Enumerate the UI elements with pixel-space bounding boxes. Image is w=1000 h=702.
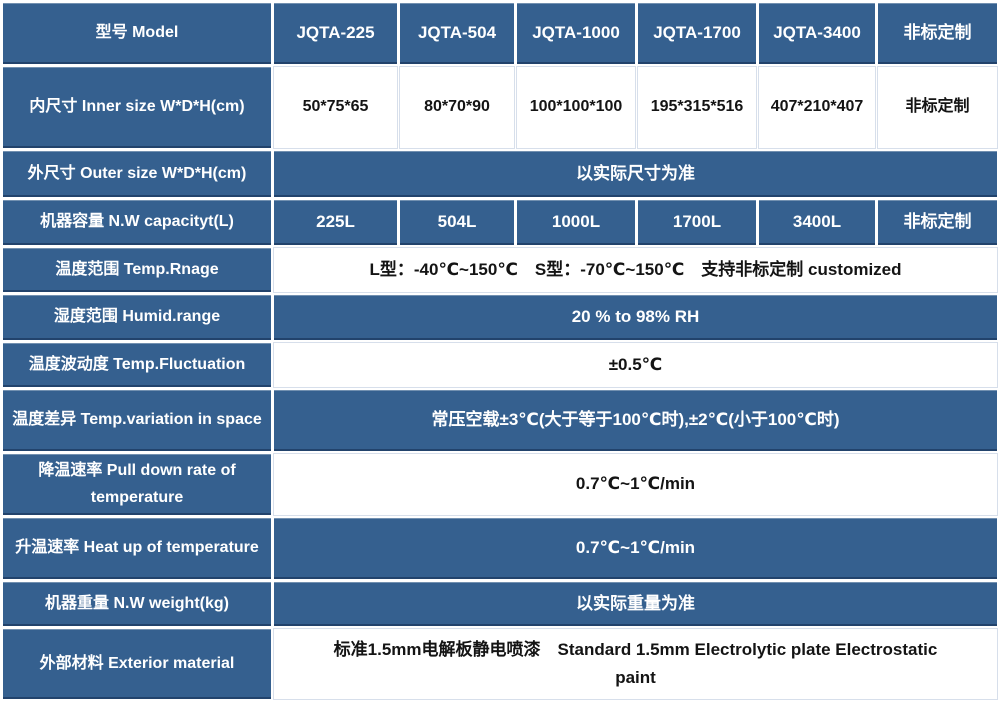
row-weight: 机器重量 N.W weight(kg) 以实际重量为准: [3, 582, 997, 626]
inner-size-value: 非标定制: [878, 67, 997, 148]
column-header-jqta-1000: JQTA-1000: [517, 3, 635, 64]
temp-variation-value: 常压空载±3℃(大于等于100℃时),±2℃(小于100℃时): [274, 390, 997, 451]
row-label-humid-range: 湿度范围 Humid.range: [3, 295, 271, 340]
inner-size-value: 100*100*100: [517, 67, 635, 148]
row-temp-fluctuation: 温度波动度 Temp.Fluctuation ±0.5℃: [3, 343, 997, 387]
row-label-exterior-material: 外部材料 Exterior material: [3, 629, 271, 699]
column-header-jqta-504: JQTA-504: [400, 3, 514, 64]
column-header-jqta-1700: JQTA-1700: [638, 3, 756, 64]
temp-range-value: L型：-40℃~150℃ S型：-70℃~150℃ 支持非标定制 customi…: [274, 248, 997, 292]
row-label-weight: 机器重量 N.W weight(kg): [3, 582, 271, 626]
exterior-material-line2: paint: [615, 668, 656, 687]
exterior-material-line1: 标准1.5mm电解板静电喷漆 Standard 1.5mm Electrolyt…: [333, 639, 938, 659]
row-capacity: 机器容量 N.W capacityt(L) 225L 504L 1000L 17…: [3, 200, 997, 245]
row-label-temp-variation: 温度差异 Temp.variation in space: [3, 390, 271, 451]
row-label-inner-size: 内尺寸 Inner size W*D*H(cm): [3, 67, 271, 148]
heat-up-rate-value: 0.7℃~1℃/min: [274, 518, 997, 579]
row-pull-down-rate: 降温速率 Pull down rate of temperature 0.7℃~…: [3, 454, 997, 515]
capacity-value: 1700L: [638, 200, 756, 245]
column-header-jqta-225: JQTA-225: [274, 3, 397, 64]
column-header-jqta-3400: JQTA-3400: [759, 3, 875, 64]
row-label-outer-size: 外尺寸 Outer size W*D*H(cm): [3, 151, 271, 197]
exterior-material-value: 标准1.5mm电解板静电喷漆 Standard 1.5mm Electrolyt…: [274, 629, 997, 699]
row-header-model: 型号 Model: [3, 3, 271, 64]
capacity-value: 1000L: [517, 200, 635, 245]
capacity-value: 225L: [274, 200, 397, 245]
row-label-pull-down-rate: 降温速率 Pull down rate of temperature: [3, 454, 271, 515]
inner-size-value: 407*210*407: [759, 67, 875, 148]
outer-size-value: 以实际尺寸为准: [274, 151, 997, 197]
row-temp-variation: 温度差异 Temp.variation in space 常压空载±3℃(大于等…: [3, 390, 997, 451]
humid-range-value: 20 % to 98% RH: [274, 295, 997, 340]
header-row: 型号 Model JQTA-225 JQTA-504 JQTA-1000 JQT…: [3, 3, 997, 64]
row-outer-size: 外尺寸 Outer size W*D*H(cm) 以实际尺寸为准: [3, 151, 997, 197]
row-label-heat-up-rate: 升温速率 Heat up of temperature: [3, 518, 271, 579]
capacity-value: 504L: [400, 200, 514, 245]
row-label-temp-fluctuation: 温度波动度 Temp.Fluctuation: [3, 343, 271, 387]
inner-size-value: 195*315*516: [638, 67, 756, 148]
row-inner-size: 内尺寸 Inner size W*D*H(cm) 50*75*65 80*70*…: [3, 67, 997, 148]
row-humid-range: 湿度范围 Humid.range 20 % to 98% RH: [3, 295, 997, 340]
row-exterior-material: 外部材料 Exterior material 标准1.5mm电解板静电喷漆 St…: [3, 629, 997, 699]
capacity-value: 3400L: [759, 200, 875, 245]
row-temp-range: 温度范围 Temp.Rnage L型：-40℃~150℃ S型：-70℃~150…: [3, 248, 997, 292]
temp-fluctuation-value: ±0.5℃: [274, 343, 997, 387]
row-label-capacity: 机器容量 N.W capacityt(L): [3, 200, 271, 245]
column-header-custom: 非标定制: [878, 3, 997, 64]
inner-size-value: 80*70*90: [400, 67, 514, 148]
pull-down-rate-value: 0.7℃~1℃/min: [274, 454, 997, 515]
row-label-temp-range: 温度范围 Temp.Rnage: [3, 248, 271, 292]
weight-value: 以实际重量为准: [274, 582, 997, 626]
row-heat-up-rate: 升温速率 Heat up of temperature 0.7℃~1℃/min: [3, 518, 997, 579]
inner-size-value: 50*75*65: [274, 67, 397, 148]
capacity-value: 非标定制: [878, 200, 997, 245]
